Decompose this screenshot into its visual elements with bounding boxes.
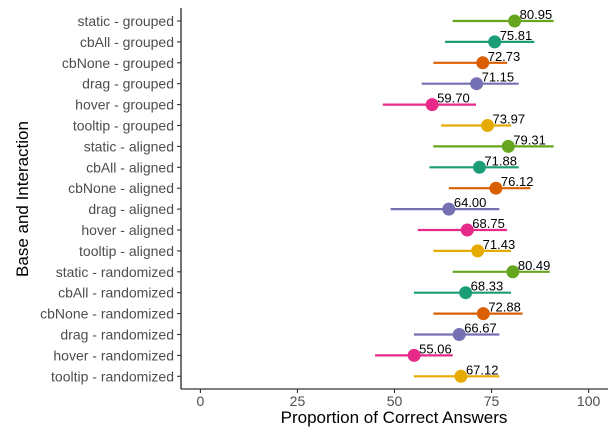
x-tick-label: 100 xyxy=(577,393,601,409)
data-label: 71.43 xyxy=(483,237,516,252)
y-tick-label: drag - grouped xyxy=(82,76,174,92)
point-drag xyxy=(452,328,466,341)
point-static xyxy=(501,139,515,153)
point-cbNone xyxy=(489,181,503,195)
x-tick-label: 25 xyxy=(290,393,306,409)
point-drag xyxy=(442,202,456,216)
point-hover xyxy=(425,98,439,112)
data-label: 73.97 xyxy=(493,112,526,127)
point-cbNone xyxy=(476,56,490,70)
data-label: 80.95 xyxy=(520,7,553,22)
y-tick-label: cbAll - aligned xyxy=(86,159,174,175)
y-tick-label: hover - grouped xyxy=(75,97,174,113)
point-tooltip xyxy=(471,244,485,258)
data-label: 76.12 xyxy=(501,174,534,189)
point-tooltip xyxy=(481,119,495,132)
x-tick-label: 0 xyxy=(197,393,205,409)
y-tick-label: tooltip - grouped xyxy=(73,118,174,134)
data-label: 71.88 xyxy=(484,153,517,168)
y-tick-label: hover - aligned xyxy=(81,222,174,238)
y-tick-label: static - grouped xyxy=(78,13,175,29)
y-tick-label: hover - randomized xyxy=(53,347,174,363)
y-tick-label: cbAll - randomized xyxy=(58,285,174,301)
x-tick-label: 75 xyxy=(484,393,500,409)
data-label: 66.67 xyxy=(464,321,497,336)
point-tooltip xyxy=(454,369,468,383)
data-label: 68.75 xyxy=(472,216,505,231)
data-label: 55.06 xyxy=(419,341,452,356)
point-cbNone xyxy=(476,307,490,321)
y-tick-label: drag - randomized xyxy=(60,327,174,343)
data-label: 75.81 xyxy=(500,28,533,43)
point-hover xyxy=(460,223,474,237)
plot-area: 80.95 75.81 72.73 71.15 59.70 73.97 79.31 71.88… xyxy=(375,7,554,383)
y-tick-label: static - aligned xyxy=(84,138,174,154)
y-tick-label: drag - aligned xyxy=(88,201,174,217)
data-label: 72.88 xyxy=(488,300,521,315)
data-label: 64.00 xyxy=(454,195,487,210)
data-label: 67.12 xyxy=(466,362,499,377)
data-label: 59.70 xyxy=(437,91,470,106)
x-axis-ticks: 0 25 50 75 100 xyxy=(197,389,601,409)
y-tick-label: tooltip - randomized xyxy=(51,368,174,384)
x-axis-title: Proportion of Correct Answers xyxy=(281,408,508,427)
point-cbAll xyxy=(472,160,486,174)
point-drag xyxy=(470,77,484,91)
x-tick-label: 50 xyxy=(387,393,403,409)
y-axis-title: Base and Interaction xyxy=(13,121,32,277)
y-axis-ticks: static - grouped cbAll - grouped cbNone - … xyxy=(40,13,181,384)
data-label: 71.15 xyxy=(482,70,515,85)
y-tick-label: cbNone - aligned xyxy=(68,180,174,196)
point-static xyxy=(508,14,522,28)
y-tick-label: cbNone - grouped xyxy=(62,55,174,71)
data-label: 80.49 xyxy=(518,258,551,273)
data-label: 79.31 xyxy=(513,132,546,147)
point-cbAll xyxy=(459,286,473,300)
y-tick-label: static - randomized xyxy=(56,264,174,280)
point-cbAll xyxy=(488,35,502,49)
data-label: 68.33 xyxy=(471,279,504,294)
point-static xyxy=(506,265,520,279)
point-hover xyxy=(407,348,421,362)
y-tick-label: tooltip - aligned xyxy=(79,243,174,259)
y-tick-label: cbAll - grouped xyxy=(80,34,174,50)
y-tick-label: cbNone - randomized xyxy=(40,306,174,322)
data-label: 72.73 xyxy=(488,49,521,64)
